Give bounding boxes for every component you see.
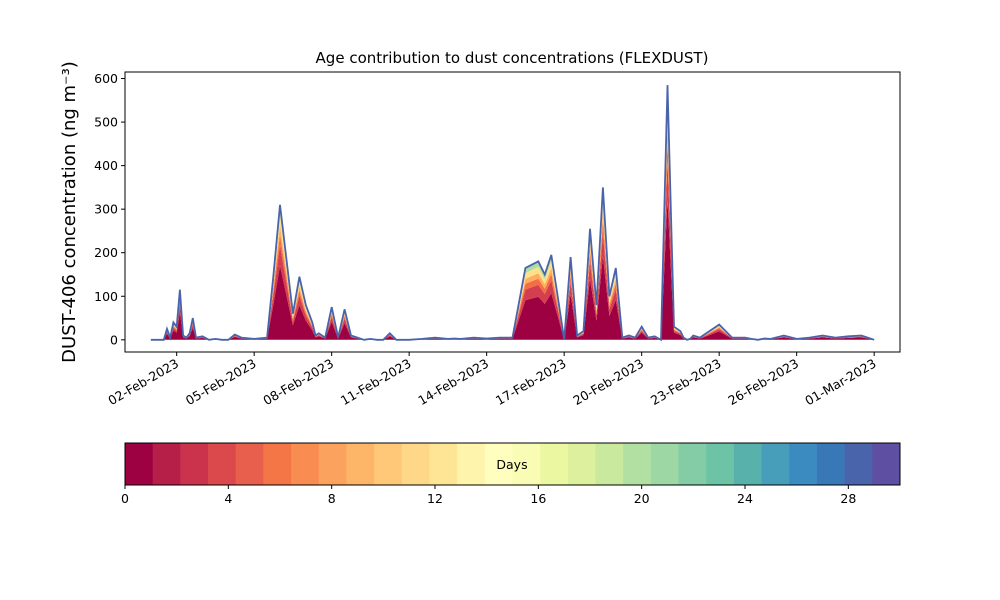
x-axis: 02-Feb-2023 05-Feb-2023 08-Feb-2023 11-Feb-… xyxy=(105,352,879,409)
x-tick-label: 08-Feb-2023 xyxy=(260,356,336,408)
colorbar-segment xyxy=(789,443,818,485)
x-tick-label: 17-Feb-2023 xyxy=(493,356,569,408)
colorbar-tick-label: 4 xyxy=(224,491,232,506)
colorbar-segment xyxy=(457,443,486,485)
y-axis: 0 100 200 300 400 500 600 xyxy=(94,71,125,347)
x-tick-label: 14-Feb-2023 xyxy=(415,356,491,408)
colorbar-segment xyxy=(263,443,292,485)
colorbar-segment xyxy=(374,443,403,485)
colorbar-segment xyxy=(844,443,873,485)
x-tick-label: 20-Feb-2023 xyxy=(570,356,646,408)
x-tick-label: 01-Mar-2023 xyxy=(802,356,878,409)
age-area-0 xyxy=(150,199,875,340)
colorbar-segment xyxy=(623,443,652,485)
colorbar-segment xyxy=(595,443,624,485)
x-tick-label: 23-Feb-2023 xyxy=(648,356,724,408)
colorbar-segment xyxy=(235,443,264,485)
x-tick-label: 05-Feb-2023 xyxy=(183,356,259,408)
age-area-1 xyxy=(150,161,875,340)
y-tick-label: 200 xyxy=(94,245,118,260)
y-axis-label: DUST-406 concentration (ng m⁻³) xyxy=(59,61,80,363)
age-area-5 xyxy=(150,85,875,340)
age-area-2 xyxy=(150,141,875,340)
colorbar-tick-label: 16 xyxy=(530,491,546,506)
colorbar xyxy=(124,442,901,486)
plot-frame xyxy=(124,71,901,353)
y-tick-label: 100 xyxy=(94,289,118,304)
chart-title: Age contribution to dust concentrations … xyxy=(316,49,709,67)
y-tick-label: 400 xyxy=(94,158,118,173)
colorbar-segment xyxy=(318,443,347,485)
colorbar-tick-label: 24 xyxy=(737,491,753,506)
age-area-4 xyxy=(150,102,875,340)
y-tick-label: 600 xyxy=(94,71,118,86)
colorbar-segment xyxy=(346,443,375,485)
colorbar-label: Days xyxy=(496,457,527,472)
colorbar-segment xyxy=(567,443,597,485)
colorbar-segment xyxy=(401,443,430,485)
colorbar-segment xyxy=(733,443,763,485)
colorbar-segment xyxy=(208,443,237,485)
colorbar-tick-label: 20 xyxy=(634,491,650,506)
y-tick-label: 0 xyxy=(110,332,118,347)
y-tick-label: 500 xyxy=(94,115,118,130)
colorbar-segment xyxy=(816,443,846,485)
colorbar-segment xyxy=(512,443,541,485)
colorbar-segment xyxy=(429,443,458,485)
colorbar-tick-label: 8 xyxy=(328,491,336,506)
colorbar-segment xyxy=(650,443,680,485)
colorbar-segment xyxy=(761,443,790,485)
age-area-3 xyxy=(150,123,875,340)
colorbar-segment xyxy=(125,443,154,485)
y-tick-label: 300 xyxy=(94,202,118,217)
colorbar-segment xyxy=(152,443,181,485)
colorbar-segment xyxy=(872,443,901,485)
colorbar-segment xyxy=(706,443,735,485)
colorbar-axis: 0 4 8 12 16 20 24 28 xyxy=(121,485,856,506)
colorbar-tick-label: 12 xyxy=(427,491,443,506)
total-concentration-line xyxy=(150,85,875,342)
colorbar-segment xyxy=(540,443,569,485)
colorbar-segment xyxy=(484,443,513,485)
x-tick-label: 11-Feb-2023 xyxy=(338,356,414,408)
colorbar-segment xyxy=(291,443,320,485)
colorbar-frame xyxy=(124,442,901,486)
colorbar-segment xyxy=(678,443,707,485)
x-tick-label: 26-Feb-2023 xyxy=(725,356,801,408)
colorbar-tick-label: 0 xyxy=(121,491,129,506)
colorbar-segment xyxy=(180,443,209,485)
age-stacked-areas xyxy=(150,85,875,340)
colorbar-tick-label: 28 xyxy=(840,491,856,506)
x-tick-label: 02-Feb-2023 xyxy=(105,356,181,408)
